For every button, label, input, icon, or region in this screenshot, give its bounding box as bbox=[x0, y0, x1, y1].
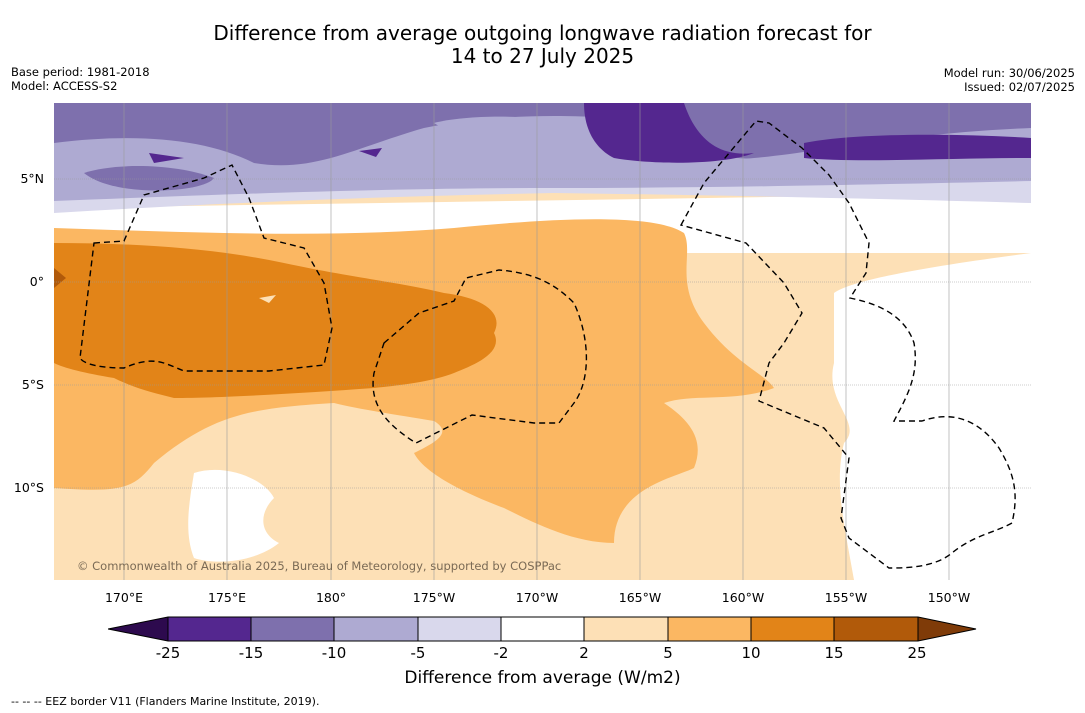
colorbar-tick-label: -10 bbox=[321, 644, 347, 662]
colorbar-title: Difference from average (W/m2) bbox=[404, 668, 681, 688]
colorbar-tick-label: 5 bbox=[663, 644, 673, 662]
model-text: Model: ACCESS-S2 bbox=[11, 79, 118, 93]
eez-borders bbox=[79, 120, 1016, 569]
zone-lt-m15-speck bbox=[149, 153, 184, 163]
colorbar-bin-8 bbox=[751, 617, 834, 641]
lon-label-160w: 160°W bbox=[721, 590, 765, 605]
colorbar-tick-label: -15 bbox=[238, 644, 264, 662]
colorbar-tick-label: 10 bbox=[741, 644, 761, 662]
colorbar bbox=[108, 616, 977, 642]
lat-label-5n: 5°N bbox=[20, 171, 44, 186]
zone-p2-p5-speck bbox=[259, 295, 276, 303]
lon-label-180: 180° bbox=[315, 590, 347, 605]
graticule bbox=[54, 103, 1031, 580]
lon-label-150w: 150°W bbox=[927, 590, 971, 605]
zone-lt-m15-east bbox=[804, 134, 1031, 161]
zone-neutral-east bbox=[832, 253, 1031, 580]
zone-lt-m15-speck2 bbox=[359, 148, 382, 157]
colorbar-tick-label: -25 bbox=[155, 644, 181, 662]
metadata-left: Base period: 1981-2018 Model: ACCESS-S2 bbox=[11, 65, 150, 93]
colorbar-tick-label: -5 bbox=[410, 644, 426, 662]
eez-footnote: -- -- -- EEZ border V11 (Flanders Marine… bbox=[11, 695, 320, 708]
lon-label-175e: 175°E bbox=[207, 590, 246, 605]
colorbar-extend-max bbox=[918, 617, 976, 641]
colorbar-bin-6 bbox=[584, 617, 668, 641]
zone-p15-p25 bbox=[54, 268, 66, 288]
colorbar-bin-5 bbox=[501, 617, 584, 641]
model-run-text: Model run: 30/06/2025 bbox=[943, 66, 1075, 80]
colorbar-bin-1 bbox=[168, 617, 251, 641]
colorbar-tick-label: 15 bbox=[824, 644, 844, 662]
colorbar-tick-label: 2 bbox=[579, 644, 589, 662]
zone-m15-m10 bbox=[54, 103, 1031, 166]
copyright-notice: © Commonwealth of Australia 2025, Bureau… bbox=[77, 559, 562, 573]
zone-m10-m5-inner bbox=[434, 116, 574, 137]
anomaly-map: © Commonwealth of Australia 2025, Bureau… bbox=[54, 103, 1031, 580]
zone-m15-m10-west bbox=[84, 166, 214, 191]
lon-label-155w: 155°W bbox=[824, 590, 868, 605]
colorbar-bin-4 bbox=[418, 617, 501, 641]
colorbar-bin-9 bbox=[834, 617, 918, 641]
issued-text: Issued: 02/07/2025 bbox=[964, 80, 1075, 94]
base-period-text: Base period: 1981-2018 bbox=[11, 65, 150, 79]
lon-label-170e: 170°E bbox=[104, 590, 143, 605]
lon-label-170w: 170°W bbox=[515, 590, 559, 605]
zone-neutral-sw bbox=[188, 469, 279, 562]
lat-label-5s: 5°S bbox=[21, 377, 44, 392]
zone-lt-m15-center bbox=[584, 103, 754, 163]
colorbar-extend-min bbox=[108, 617, 168, 641]
colorbar-bin-7 bbox=[668, 617, 751, 641]
colorbar-tick-label: 25 bbox=[907, 644, 927, 662]
lon-label-165w: 165°W bbox=[618, 590, 662, 605]
anomaly-contours bbox=[54, 103, 1031, 580]
metadata-right: Model run: 30/06/2025 Issued: 02/07/2025 bbox=[944, 66, 1075, 94]
lat-label-0: 0° bbox=[29, 274, 44, 289]
lon-label-175w: 175°W bbox=[412, 590, 456, 605]
lat-label-10s: 10°S bbox=[13, 480, 44, 495]
map-title-line2: 14 to 27 July 2025 bbox=[450, 44, 635, 68]
map-title-line1: Difference from average outgoing longwav… bbox=[213, 21, 872, 45]
colorbar-tick-label: -2 bbox=[493, 644, 509, 662]
colorbar-bin-3 bbox=[334, 617, 418, 641]
colorbar-bin-2 bbox=[251, 617, 334, 641]
